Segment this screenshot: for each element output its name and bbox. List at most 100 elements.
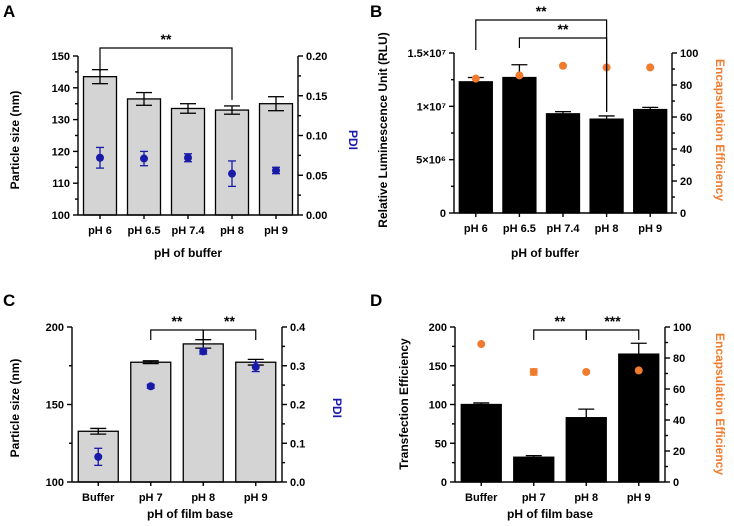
y2-axis-label: PDI xyxy=(330,398,344,418)
data-point xyxy=(199,347,208,356)
x-tick-label: Buffer xyxy=(465,492,498,504)
y-tick-label: 200 xyxy=(46,322,64,334)
bar xyxy=(258,103,294,216)
significance-bracket xyxy=(518,37,608,112)
y2-tick-label: 0.4 xyxy=(290,322,306,334)
y2-tick-label: 0.20 xyxy=(306,51,327,63)
y-tick-label: 1×10⁷ xyxy=(417,101,447,113)
significance-bracket xyxy=(585,329,640,340)
panel-c: C 100 150 200 0.0 0.1 0.2 0.3 0.4 Buffer pH 7 pH 8… xyxy=(3,291,344,521)
data-point xyxy=(646,63,655,72)
significance-label: ** xyxy=(555,313,566,329)
x-tick-label: pH 8 xyxy=(191,492,215,504)
data-point xyxy=(272,166,280,175)
y2-tick-label: 0.1 xyxy=(290,438,305,450)
data-point xyxy=(96,153,104,162)
chart-d: 0 50 100 150 200 0 20 40 60 80 100 Buffer pH 7 pH 8 pH… xyxy=(429,313,692,504)
y2-tick-label: 0.2 xyxy=(290,400,305,412)
data-point xyxy=(146,382,155,391)
y-tick-label: 100 xyxy=(46,477,64,489)
data-point xyxy=(140,154,148,163)
y-tick-label: 5×10⁶ xyxy=(416,155,446,167)
bar xyxy=(182,343,224,483)
significance-bracket xyxy=(150,329,204,340)
y-tick-label: 150 xyxy=(429,361,447,373)
y-tick-label: 130 xyxy=(52,115,70,127)
y-axis-label: Particle size (nm) xyxy=(8,91,22,190)
x-axis-label: pH of film base xyxy=(507,507,593,521)
x-axis-label: pH of film base xyxy=(147,507,233,521)
significance-label: *** xyxy=(604,313,621,329)
x-tick-label: pH 6.5 xyxy=(127,225,160,237)
y2-tick-label: 20 xyxy=(680,176,692,188)
significance-label: ** xyxy=(536,3,547,19)
y-tick-label: 0 xyxy=(441,477,447,489)
x-tick-label: pH 9 xyxy=(638,223,662,235)
data-point xyxy=(582,367,591,376)
y2-tick-label: 100 xyxy=(680,48,698,60)
bar xyxy=(460,403,502,483)
significance-label: ** xyxy=(224,313,235,329)
panel-letter-b: B xyxy=(370,2,382,21)
chart-a: 100 110 120 130 140 150 0.00 0.05 0.10 0.15 0.20 pH… xyxy=(52,31,328,237)
y2-tick-label: 0.00 xyxy=(306,210,327,222)
y2-tick-label: 80 xyxy=(673,353,685,365)
x-axis-label: pH of buffer xyxy=(154,246,222,260)
y2-axis-label: Encapsulation Efficiency xyxy=(713,59,727,201)
data-point xyxy=(251,362,260,371)
data-point xyxy=(559,61,567,70)
x-tick-label: pH 7.4 xyxy=(171,225,205,237)
x-tick-label: Buffer xyxy=(82,492,115,504)
x-tick-label: pH 9 xyxy=(627,492,651,504)
bar xyxy=(502,76,537,214)
x-tick-label: pH 7 xyxy=(139,492,163,504)
bar xyxy=(633,108,668,214)
y-tick-label: 150 xyxy=(46,400,64,412)
significance-bracket xyxy=(475,19,608,112)
panel-letter-c: C xyxy=(3,291,15,310)
chart-c: 100 150 200 0.0 0.1 0.2 0.3 0.4 Buffer pH 7 pH 8 pH… xyxy=(46,313,307,504)
y2-tick-label: 0.0 xyxy=(290,477,305,489)
y-tick-label: 100 xyxy=(429,400,447,412)
x-tick-label: pH 7 xyxy=(522,492,546,504)
data-point xyxy=(184,153,192,162)
bar xyxy=(589,118,624,214)
significance-bracket xyxy=(202,329,257,340)
y2-tick-label: 0.3 xyxy=(290,361,305,373)
chart-b: 0 5×10⁶ 1×10⁷ 1.5×10⁷ 0 20 40 60 80 100 pH 6 pH 6.5… xyxy=(408,3,699,235)
panel-letter-a: A xyxy=(3,2,15,21)
y2-tick-label: 40 xyxy=(680,144,692,156)
data-point xyxy=(94,452,103,461)
data-point xyxy=(515,71,524,80)
x-tick-label: pH 8 xyxy=(595,223,619,235)
bar xyxy=(458,81,493,214)
y2-tick-label: 0.15 xyxy=(306,91,327,103)
x-tick-label: pH 8 xyxy=(220,225,244,237)
significance-bracket xyxy=(99,47,233,100)
x-tick-label: pH 8 xyxy=(574,492,598,504)
significance-label: ** xyxy=(172,313,183,329)
y-axis-label: Transfection Efficiency xyxy=(397,338,411,470)
significance-bracket xyxy=(533,329,587,340)
y2-tick-label: 100 xyxy=(673,322,691,334)
x-tick-label: pH 6.5 xyxy=(503,223,536,235)
y2-tick-label: 40 xyxy=(673,415,685,427)
y2-tick-label: 0.10 xyxy=(306,131,327,143)
y-tick-label: 140 xyxy=(52,83,70,95)
y2-axis-label: PDI xyxy=(346,130,360,150)
x-tick-label: pH 9 xyxy=(244,492,268,504)
panel-letter-d: D xyxy=(370,291,382,310)
y-tick-label: 200 xyxy=(429,322,447,334)
x-tick-label: pH 6 xyxy=(464,223,488,235)
y-tick-label: 150 xyxy=(52,51,70,63)
y2-axis-label: Encapsulation Efficiency xyxy=(713,333,727,475)
panel-a: A 100 110 120 130 140 150 0.00 0.05 0.10 0.15 0.20… xyxy=(3,2,360,260)
data-point xyxy=(228,169,236,178)
y-tick-label: 110 xyxy=(52,178,70,190)
significance-label: ** xyxy=(558,21,569,37)
x-tick-label: pH 6 xyxy=(88,225,112,237)
y2-tick-label: 0 xyxy=(680,208,686,220)
bar xyxy=(545,113,581,214)
y2-tick-label: 0.05 xyxy=(306,170,327,182)
